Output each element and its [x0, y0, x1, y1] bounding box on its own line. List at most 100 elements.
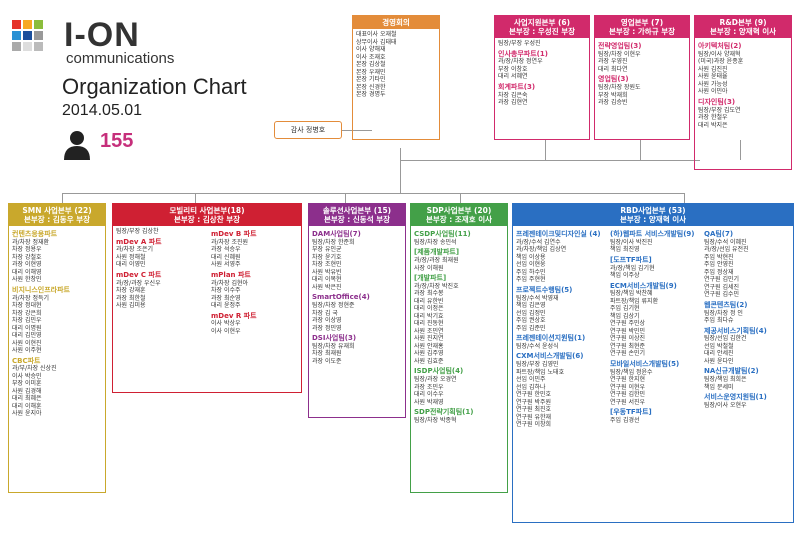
member-entry: 차장 김 국 [312, 309, 338, 317]
member-entry: 연구원 서진우 [610, 398, 646, 406]
member-entry: 주임 정상재 [704, 268, 734, 276]
team-heading: 영업팀(3) [598, 75, 629, 84]
member-entry: 팀장/수석 이혜진 [704, 238, 747, 246]
team-heading: ECM서비스개발팀(9) [610, 281, 677, 290]
member-entry: 사원 한창민 [12, 276, 42, 284]
member-entry: 과장 석승우 [211, 246, 241, 254]
member-entry: 선임 김정민 [516, 309, 546, 317]
ceo-title: 경영회의 [353, 16, 439, 29]
member-entry: 차장 강재훈 [116, 287, 146, 294]
sales-title: 영업본부 (7) [620, 18, 664, 27]
member-entry: 사원 서영주 [211, 261, 241, 269]
member-entry: 과/차장 조진원 [211, 238, 249, 246]
member-entry: 팀장/책임 정윤수 [610, 368, 653, 376]
member-entry: 차장 최재원 [312, 350, 342, 358]
team-heading: 아키텍처팀(2) [698, 42, 742, 50]
member-entry: 연구원 주민상 [610, 320, 646, 328]
page-title: Organization Chart [62, 74, 247, 99]
member-entry: 연구원 이현우 [610, 383, 646, 391]
member-entry: 부장 박재희 [598, 91, 628, 99]
member-entry: 팀장/차장 장원도 [598, 84, 641, 91]
team-heading: [우동TF파트] [610, 408, 652, 416]
member-entry: 대리 이해훈 [12, 402, 42, 410]
brand-subtitle: communications [66, 50, 175, 67]
member-entry: 대리 이영민 [116, 261, 146, 269]
member-entry: 대리 신혜원 [211, 253, 241, 261]
member-entry: 본장 우재민 [356, 68, 386, 76]
member-entry: 팀장/차장 정 인 [704, 309, 743, 317]
smn-division-box: SMN 사업본부 (22) 본부장 : 김동우 부장 컨텐츠응용파트 과/차장 정재… [8, 203, 106, 493]
member-entry: 팀장/수석 박영재 [516, 294, 559, 302]
member-entry: 사원 김진진 [698, 65, 728, 73]
team-heading: 비지니스인프라파트 [12, 285, 70, 294]
member-entry: 차장 정대현 [12, 302, 42, 309]
member-entry: 연구원 김수민 [704, 291, 740, 299]
chart-date: 2014.05.01 [62, 102, 143, 119]
member-entry: 차장 정용우 [12, 246, 42, 254]
team-heading: mDev R 파트 [211, 311, 257, 320]
logo-grid-icon [12, 20, 43, 51]
member-entry: 사원 김효준 [414, 357, 444, 365]
member-entry: 이사 조재호 [356, 53, 386, 61]
rnd-title: R&D본부 (9) [719, 18, 767, 27]
connector-line [400, 160, 700, 161]
member-entry: 과장 이도준 [312, 357, 342, 365]
member-entry: 팀장/차장 박종혁 [414, 416, 457, 424]
member-entry: 대리 이해영 [12, 268, 42, 276]
member-entry: 연구원 한민호 [516, 391, 552, 398]
rbd-members-col3: QA팀(7) 팀장/수석 이혜진 과/장/선임 유전진 주임 박현진 주임 안영진 주임 … [701, 226, 793, 411]
member-entry: 대리 이명원 [12, 324, 42, 332]
member-entry: 대리 안세진 [704, 350, 734, 358]
ceo-box: 경영회의 대표이사 오재철 상무이사 김태태 이사 양해재 이사 조재호 본장 김상철 본… [352, 15, 440, 140]
team-heading: mPlan 파트 [211, 270, 251, 279]
member-entry: 연구원 최진호 [516, 406, 552, 413]
member-entry: 대리 이수우 [414, 391, 444, 398]
member-entry: 책임 김상기 [610, 312, 640, 320]
member-entry: 팀장/선임 김한건 [704, 335, 747, 343]
member-entry: 사원 윤지아 [12, 410, 42, 418]
member-entry: 과/차장/책임 김상연 [516, 246, 567, 254]
member-entry: 과/차장 김현아 [211, 279, 249, 287]
team-heading: DSI사업팀(3) [312, 334, 357, 342]
smn-title: SMN 사업본부 (22) [22, 206, 92, 215]
team-heading: SmartOffice(4) [312, 293, 370, 302]
member-entry: 연구원 이창희 [516, 421, 552, 428]
team-heading: [개발파트] [414, 274, 447, 282]
member-entry: 연구원 박주원 [516, 398, 552, 406]
member-entry: 주임 최다슈 [704, 317, 734, 324]
member-entry: 부장 이창호 [498, 65, 528, 73]
member-entry: 대리 이목현 [312, 276, 342, 284]
company-logo: I-ON communications Organization Chart 2… [12, 12, 272, 162]
member-entry: 연구원 박민민 [610, 327, 646, 335]
member-entry: 팀장/차장 유재희 [312, 342, 355, 350]
member-entry: 사원 이현진 [12, 339, 42, 347]
ceo-members: 대표이사 오재철 상무이사 김태태 이사 양해재 이사 조재호 본장 김상철 본장 우재민… [353, 29, 439, 101]
member-entry: 상무이사 김태태 [356, 38, 397, 46]
sdp-division-box: SDP사업본부 (20) 본부장 : 조재호 이사 CSDP사업팀(11) 팀장/차… [410, 203, 508, 493]
member-entry: 차장 강철호 [12, 253, 42, 261]
rbd-members-col1: 프레젠테이크및디자인실 (4) 과/장/수석 김연수 과/차장/책임 김상연 책임 이… [513, 226, 607, 431]
team-heading: 서비스운영지원팀(1) [704, 393, 767, 401]
member-entry: 팀장/이사 오현우 [704, 401, 747, 409]
member-entry: 책임 김은영 [516, 302, 546, 309]
member-entry: 팀장/부장 우성진 [498, 40, 541, 47]
team-heading: 컨텐츠응용파트 [12, 230, 58, 238]
member-entry: 연구원 김민기 [704, 276, 740, 284]
member-entry: 대리 서혜연 [498, 73, 528, 81]
member-entry: 사원 가능성 [698, 80, 728, 88]
member-entry: 책임 문세미 [704, 383, 734, 391]
member-entry: 사원 정해철 [116, 253, 146, 261]
member-entry: 팀장/부장 김영민 [516, 361, 559, 368]
member-entry: 팀장/차장 정현준 [312, 302, 355, 309]
member-entry: 과장 최순영 [211, 294, 241, 302]
mobility-division-box: 모빌리티 사업본부(18) 본부장 : 김상찬 부장 팀장/부장 김상찬 mDev … [112, 203, 302, 393]
member-entry: 주임 박현진 [704, 253, 734, 261]
member-entry: 주임 김경선 [610, 416, 640, 424]
member-entry: 주임 주현현 [516, 276, 546, 284]
sdp-members: CSDP사업팀(11) 팀장/차장 송민석 [제품개발파트] 과/장/과장 최재원 사장… [411, 226, 507, 426]
member-entry: 파트장/책임 류지환 [610, 297, 659, 305]
rbd-title: RBD사업본부 (53) [620, 206, 686, 215]
team-heading: CBC파트 [12, 356, 41, 365]
member-entry: 선임 이민주 [516, 376, 546, 383]
member-entry: 과/장/차장 정연우 [498, 58, 543, 66]
